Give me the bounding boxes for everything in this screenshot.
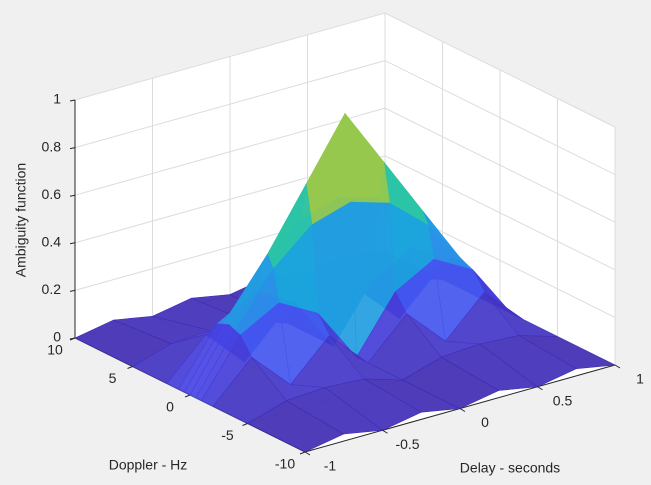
tick-mark (382, 429, 388, 434)
z-axis-label: Ambiguity function (13, 163, 29, 277)
tick-mark (69, 242, 76, 245)
y-tick-label: -10 (275, 456, 295, 472)
tick-mark (242, 423, 248, 426)
tick-mark (69, 99, 76, 102)
tick-mark (69, 147, 76, 150)
z-tick-label: 0 (53, 329, 61, 345)
tick-mark (459, 408, 466, 412)
y-tick-label: 10 (47, 342, 63, 358)
tick-mark (127, 366, 133, 369)
z-tick-label: 1 (53, 91, 61, 107)
tick-mark (69, 337, 76, 341)
x-tick-label: 1 (636, 371, 644, 387)
grid-line (74, 60, 616, 176)
surface-cell (246, 400, 345, 453)
tick-mark (537, 386, 543, 391)
y-tick-label: 5 (109, 370, 117, 386)
tick-mark (614, 364, 621, 369)
y-tick-label: -5 (221, 427, 234, 443)
grid-line (74, 107, 616, 223)
x-tick-label: -1 (324, 458, 337, 474)
x-axis-label: Delay - seconds (460, 460, 560, 476)
x-tick-label: -0.5 (395, 436, 419, 452)
tick-mark (304, 451, 311, 456)
x-tick-label: 0.5 (553, 392, 573, 408)
y-tick-label: 0 (166, 399, 174, 415)
z-tick-label: 0.6 (42, 186, 62, 202)
z-tick-label: 0.2 (42, 281, 62, 297)
grid-line (74, 12, 616, 128)
x-tick-label: 0 (481, 414, 489, 430)
z-tick-label: 0.4 (42, 234, 62, 250)
tick-mark (69, 289, 76, 292)
y-axis-label: Doppler - Hz (109, 457, 188, 473)
tick-mark (184, 394, 191, 398)
grid-line (74, 155, 616, 271)
z-tick-label: 0.8 (42, 138, 62, 154)
tick-mark (69, 194, 76, 197)
tick-mark (299, 451, 306, 455)
